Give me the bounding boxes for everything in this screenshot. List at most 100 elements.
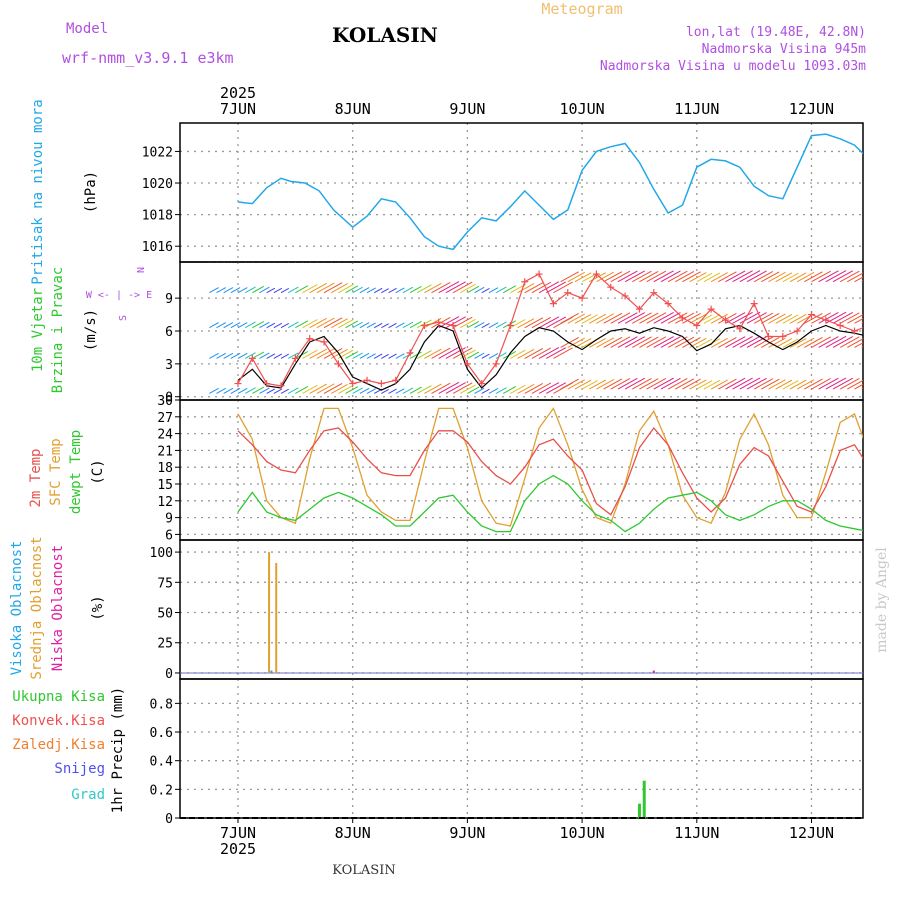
- wind-barb: [667, 378, 688, 390]
- gust-marker: [535, 270, 543, 278]
- wind-barb: [682, 378, 701, 390]
- model-label: Model: [66, 21, 108, 37]
- wind-barb: [603, 336, 623, 348]
- gust-marker: [549, 300, 557, 308]
- gust-marker: [291, 354, 299, 362]
- wind-barb: [667, 312, 688, 324]
- wind-barb: [388, 322, 397, 329]
- wind-barb: [424, 262, 426, 263]
- wind-barb: [654, 247, 674, 258]
- wind-barb: [409, 351, 422, 359]
- wind-barb: [869, 248, 887, 258]
- wind-barb: [775, 313, 793, 324]
- wind-barb: [352, 286, 363, 294]
- gust-marker: [607, 283, 615, 291]
- wind-barb: [883, 378, 900, 389]
- cloud-bar: [268, 552, 271, 673]
- wind-barb: [280, 353, 290, 359]
- wind-barb: [538, 347, 560, 359]
- wind-barb: [252, 285, 265, 294]
- wind-barb: [818, 377, 839, 390]
- wind-barb: [603, 378, 623, 390]
- wind-barb: [280, 287, 290, 294]
- wind-barb: [661, 247, 681, 258]
- wind-barb: [761, 248, 779, 258]
- precip-unit: 1hr Precip (mm): [110, 687, 126, 813]
- wind-barb: [718, 312, 737, 324]
- wind-barb: [453, 262, 455, 263]
- wind-barb: [546, 316, 567, 329]
- wind-barb: [753, 378, 774, 390]
- wind-barb: [416, 284, 432, 294]
- wind-barb: [567, 313, 586, 324]
- wind-barb: [753, 270, 774, 283]
- wind-barb: [682, 337, 701, 348]
- wind-barb: [703, 314, 721, 324]
- y-tick-label: 1016: [142, 240, 173, 255]
- wind-speed-line: [237, 324, 863, 391]
- wind-barb: [690, 248, 707, 257]
- wind-barb: [747, 247, 767, 258]
- wind-barb: [660, 377, 681, 390]
- wind-barb: [366, 287, 376, 294]
- wind-barb: [252, 351, 265, 359]
- wind-barb: [811, 378, 831, 390]
- wind-barb: [237, 287, 248, 294]
- wind-barb: [524, 347, 544, 359]
- wind-barb: [876, 271, 895, 281]
- wind-barb: [223, 262, 225, 263]
- gust-marker: [349, 380, 357, 388]
- wind-barb: [689, 272, 707, 283]
- wind-barb: [209, 387, 219, 394]
- wind-barb: [302, 384, 318, 394]
- gust-marker: [234, 380, 242, 388]
- wind-barb: [259, 352, 270, 359]
- y-tick-label: 1020: [142, 177, 173, 192]
- wind-barb: [861, 322, 863, 324]
- wind-barb: [718, 378, 737, 390]
- wind-barb: [237, 352, 248, 359]
- wind-barb: [459, 318, 476, 329]
- wind-barb: [424, 383, 442, 394]
- wind-barb: [725, 377, 746, 390]
- wind-barb: [352, 262, 354, 263]
- gust-line: [237, 273, 863, 387]
- wind-barb: [582, 249, 597, 258]
- wind-barb: [610, 378, 631, 390]
- y-tick-label: 0.6: [150, 726, 173, 741]
- gust-marker: [521, 278, 529, 286]
- wind-barb: [531, 316, 552, 329]
- wind-barb: [812, 247, 831, 258]
- gust-marker: [578, 294, 586, 302]
- gust-marker: [880, 328, 887, 335]
- wind-barb: [452, 347, 473, 359]
- wind-barb: [847, 272, 863, 283]
- wind-barb: [632, 247, 651, 258]
- wind-barb: [216, 387, 227, 394]
- wind-barb: [546, 347, 567, 359]
- y-tick-label: 18: [157, 461, 173, 476]
- wind-barb: [445, 382, 466, 394]
- wind-barb: [869, 272, 887, 282]
- wind-barb: [323, 317, 343, 329]
- wind-barb: [330, 283, 348, 294]
- wind-ylabel-1: 10m Vjetar: [30, 288, 46, 372]
- bottom-day-label: 11JUN: [674, 824, 719, 842]
- gust-marker: [650, 289, 658, 297]
- wind-barb: [711, 249, 728, 258]
- wind-barb: [524, 317, 544, 329]
- wind-barb: [431, 347, 451, 359]
- wind-barb: [581, 380, 598, 390]
- credit-watermark: made by Angel: [874, 547, 890, 653]
- wind-barb: [452, 281, 473, 294]
- cloud-low-ylabel: Niska Oblacnost: [50, 545, 66, 671]
- wind-barb: [732, 311, 753, 324]
- wind-barb: [302, 284, 318, 294]
- wind-barb: [861, 280, 863, 283]
- gust-marker: [320, 338, 328, 346]
- wind-barb: [624, 377, 645, 390]
- wind-barb: [510, 262, 512, 263]
- wind-barb: [854, 276, 863, 283]
- wind-dir-legend-s: S: [118, 315, 129, 321]
- precip-hail-label: Grad: [71, 787, 105, 803]
